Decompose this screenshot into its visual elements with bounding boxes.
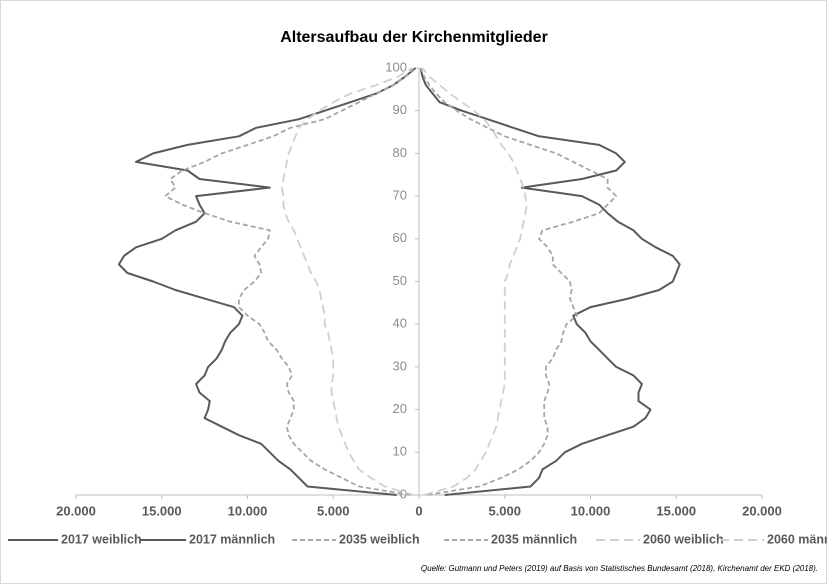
chart-title: Altersaufbau der Kirchenmitglieder [280, 29, 548, 46]
x-tick-label: 0 [415, 503, 422, 518]
series-line [419, 67, 618, 496]
legend-label: 2035 männlich [491, 532, 577, 546]
x-tick-label: 10.000 [571, 503, 611, 518]
y-tick-label: 80 [393, 145, 407, 160]
x-tick-label: 5.000 [317, 503, 350, 518]
y-tick-label: 50 [393, 273, 407, 288]
y-tick-label: 20 [393, 401, 407, 416]
legend-label: 2060 männlich [767, 532, 827, 546]
series-line [280, 67, 415, 496]
series-line [421, 67, 528, 496]
x-tick-label: 20.000 [742, 503, 782, 518]
y-tick-label: 100 [385, 59, 407, 74]
series-line [164, 67, 415, 496]
y-tick-label: 10 [393, 444, 407, 459]
x-tick-label: 15.000 [656, 503, 696, 518]
legend-label: 2035 weiblich [339, 532, 420, 546]
x-tick-label: 20.000 [56, 503, 96, 518]
y-tick-label: 30 [393, 358, 407, 373]
legend-label: 2017 männlich [189, 532, 275, 546]
y-tick-label: 60 [393, 230, 407, 245]
y-tick-label: 0 [400, 486, 407, 501]
series-line [117, 67, 417, 496]
x-tick-label: 10.000 [228, 503, 268, 518]
legend-label: 2060 weiblich [643, 532, 724, 546]
legend-label: 2017 weiblich [61, 532, 142, 546]
y-tick-label: 70 [393, 188, 407, 203]
x-tick-label: 5.000 [488, 503, 521, 518]
y-tick-label: 90 [393, 102, 407, 117]
source-note: Quelle: Gutmann und Peters (2019) auf Ba… [421, 564, 818, 573]
y-tick-label: 40 [393, 316, 407, 331]
x-tick-label: 15.000 [142, 503, 182, 518]
series-line [419, 67, 681, 496]
